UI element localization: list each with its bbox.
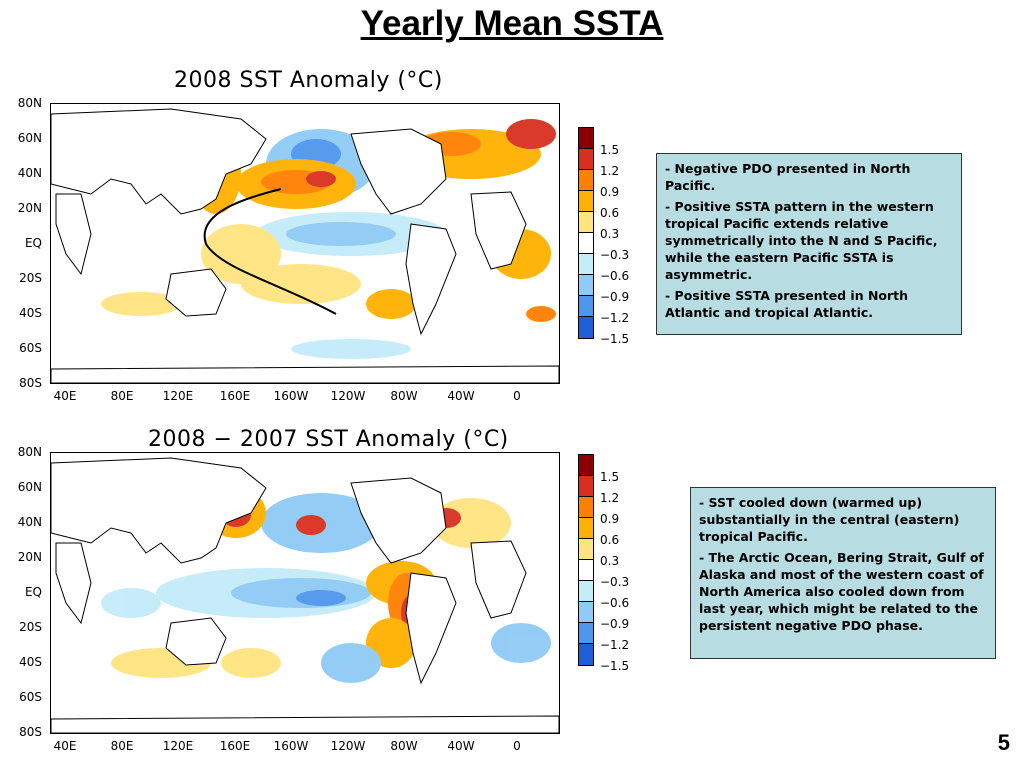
lat-label: EQ xyxy=(24,236,42,250)
lat-label: 60S xyxy=(19,690,42,704)
lat-label: 40S xyxy=(19,655,42,669)
sst-anomaly-field-top xyxy=(51,108,559,383)
lon-label: 40E xyxy=(53,739,77,753)
colorbar-bottom xyxy=(578,454,594,666)
lon-label: 120E xyxy=(162,739,194,753)
map-title-bottom: 2008 − 2007 SST Anomaly (°C) xyxy=(148,427,509,452)
colorbar-label: −0.6 xyxy=(600,269,630,283)
colorbar-swatch xyxy=(579,233,593,254)
lat-label: 60N xyxy=(17,480,42,494)
map-title-top: 2008 SST Anomaly (°C) xyxy=(174,68,443,93)
colorbar-label: −0.3 xyxy=(600,575,630,589)
colorbar-label: 0.6 xyxy=(600,206,620,220)
notes-box-bottom: - SST cooled down (warmed up) substantia… xyxy=(690,487,996,659)
colorbar-swatch xyxy=(579,497,593,518)
lon-label: 40E xyxy=(53,389,77,403)
sst-map-top xyxy=(50,103,560,384)
lon-label: 80E xyxy=(110,389,134,403)
lat-label: 20S xyxy=(19,620,42,634)
lat-label: 80S xyxy=(19,376,42,390)
slide-title: Yearly Mean SSTA xyxy=(360,4,664,43)
lon-label: 160E xyxy=(219,389,251,403)
colorbar-swatch xyxy=(579,212,593,233)
lat-label: 80S xyxy=(19,725,42,739)
note-item: - The Arctic Ocean, Bering Strait, Gulf … xyxy=(699,550,984,633)
colorbar-label: −1.2 xyxy=(600,638,630,652)
lat-label: 80N xyxy=(17,445,42,459)
colorbar-swatch xyxy=(579,455,593,476)
lon-label: 120W xyxy=(330,389,366,403)
colorbar-swatch xyxy=(579,518,593,539)
colorbar-swatch xyxy=(579,581,593,602)
note-item: - Positive SSTA presented in North Atlan… xyxy=(665,288,909,320)
lon-label: 0 xyxy=(513,739,521,753)
lat-label: EQ xyxy=(24,585,42,599)
colorbar-label: −1.2 xyxy=(600,311,630,325)
colorbar-swatch xyxy=(579,128,593,149)
colorbar-swatch xyxy=(579,254,593,275)
colorbar-swatch xyxy=(579,170,593,191)
lon-label: 80W xyxy=(390,389,418,403)
colorbar-label: 1.5 xyxy=(600,470,620,484)
page-number: 5 xyxy=(997,730,1010,755)
lon-label: 40W xyxy=(447,739,475,753)
colorbar-label: 0.3 xyxy=(600,227,620,241)
colorbar-label: 0.9 xyxy=(600,185,620,199)
colorbar-swatch xyxy=(579,560,593,581)
lon-label: 160W xyxy=(273,389,309,403)
note-item: - SST cooled down (warmed up) substantia… xyxy=(699,495,960,544)
colorbar-swatch xyxy=(579,317,593,338)
lat-label: 60S xyxy=(19,341,42,355)
colorbar-label: −1.5 xyxy=(600,332,630,346)
lat-label: 40N xyxy=(17,515,42,529)
note-item: - Negative PDO presented in North Pacifi… xyxy=(665,161,911,193)
colorbar-swatch xyxy=(579,275,593,296)
lon-label: 80W xyxy=(390,739,418,753)
colorbar-swatch xyxy=(579,602,593,623)
colorbar-label: 0.9 xyxy=(600,512,620,526)
lat-label: 80N xyxy=(17,96,42,110)
colorbar-label: 0.6 xyxy=(600,533,620,547)
lon-label: 80E xyxy=(110,739,134,753)
lon-label: 0 xyxy=(513,389,521,403)
colorbar-swatch xyxy=(579,296,593,317)
lat-label: 40S xyxy=(19,306,42,320)
note-item: - Positive SSTA pattern in the western t… xyxy=(665,199,938,282)
colorbar-label: −1.5 xyxy=(600,659,630,673)
lat-label: 20N xyxy=(17,550,42,564)
sst-anomaly-field-bottom xyxy=(51,457,559,733)
colorbar-swatch xyxy=(579,539,593,560)
lon-label: 120W xyxy=(330,739,366,753)
colorbar-label: 1.2 xyxy=(600,491,620,505)
colorbar-label: −0.9 xyxy=(600,290,630,304)
lon-label: 40W xyxy=(447,389,475,403)
lat-label: 20S xyxy=(19,271,42,285)
sst-map-bottom xyxy=(50,452,560,734)
colorbar-label: −0.9 xyxy=(600,617,630,631)
colorbar-top xyxy=(578,127,594,339)
lat-label: 40N xyxy=(17,166,42,180)
lon-label: 160W xyxy=(273,739,309,753)
colorbar-swatch xyxy=(579,623,593,644)
colorbar-label: −0.3 xyxy=(600,248,630,262)
lon-label: 160E xyxy=(219,739,251,753)
colorbar-label: 1.2 xyxy=(600,164,620,178)
colorbar-label: 0.3 xyxy=(600,554,620,568)
notes-box-top: - Negative PDO presented in North Pacifi… xyxy=(656,153,962,335)
lat-label: 60N xyxy=(17,131,42,145)
colorbar-swatch xyxy=(579,644,593,665)
colorbar-swatch xyxy=(579,149,593,170)
colorbar-label: 1.5 xyxy=(600,143,620,157)
lon-label: 120E xyxy=(162,389,194,403)
colorbar-swatch xyxy=(579,476,593,497)
colorbar-label: −0.6 xyxy=(600,596,630,610)
lat-label: 20N xyxy=(17,201,42,215)
colorbar-swatch xyxy=(579,191,593,212)
